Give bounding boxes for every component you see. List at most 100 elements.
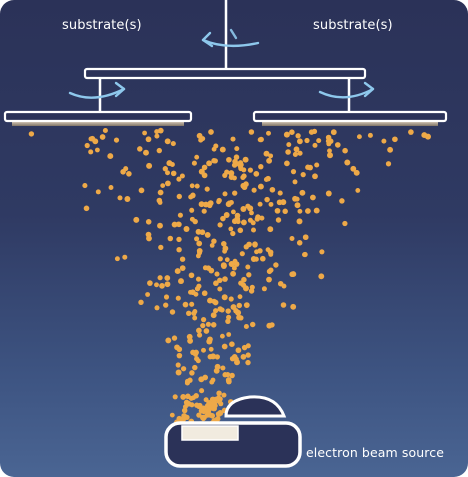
particle: [268, 201, 274, 207]
particle: [267, 226, 274, 233]
particle: [247, 205, 254, 212]
particle: [240, 174, 246, 180]
particle: [207, 200, 214, 206]
particle: [207, 297, 213, 304]
particle: [284, 160, 290, 167]
particle: [264, 196, 270, 203]
particle: [193, 349, 199, 356]
particle: [277, 190, 283, 196]
particle: [120, 169, 126, 175]
particle: [238, 280, 244, 286]
particle: [213, 280, 219, 287]
particle: [238, 315, 244, 321]
particle: [226, 156, 232, 163]
particle: [154, 305, 160, 311]
particle: [228, 261, 235, 267]
particle: [392, 136, 398, 143]
particle: [228, 296, 234, 302]
particle: [257, 248, 263, 254]
particle: [209, 242, 215, 248]
particle: [162, 166, 168, 172]
particle: [222, 191, 228, 197]
particle: [179, 256, 186, 262]
planetary-crossbar: [83, 67, 367, 80]
particle: [266, 157, 273, 164]
particle: [191, 160, 197, 166]
particle: [156, 147, 162, 154]
particle: [198, 137, 204, 143]
particle: [170, 170, 177, 177]
particle: [210, 312, 217, 319]
particle: [356, 134, 362, 140]
particle: [241, 184, 248, 191]
particle: [312, 173, 318, 180]
particle: [175, 362, 181, 368]
particle: [218, 401, 224, 407]
particle: [268, 267, 274, 273]
particle: [154, 282, 159, 288]
particle: [195, 276, 202, 282]
particle: [230, 270, 237, 277]
particle: [257, 201, 263, 207]
particle: [196, 283, 202, 289]
particle: [207, 412, 213, 418]
particle: [221, 294, 228, 301]
particle: [342, 147, 348, 154]
particle: [425, 133, 431, 140]
particle: [325, 190, 332, 197]
particle: [230, 136, 236, 142]
particle: [261, 286, 267, 292]
rotation-arrow-icon: [68, 81, 126, 99]
particle: [224, 169, 230, 175]
particle: [231, 265, 237, 271]
particle: [143, 149, 149, 156]
particle: [319, 249, 325, 255]
particle: [156, 197, 163, 204]
particle: [367, 132, 373, 138]
particle: [249, 321, 256, 328]
particle: [249, 284, 255, 290]
particle: [133, 216, 140, 223]
particle: [88, 136, 94, 142]
particle: [229, 341, 235, 348]
particle: [206, 338, 213, 345]
particle: [294, 202, 301, 209]
particle: [330, 129, 337, 136]
substrate-label-left: substrate(s): [62, 18, 142, 33]
particle: [216, 199, 222, 205]
right-substrate-holder: [252, 110, 448, 123]
particle: [169, 412, 175, 418]
particle: [157, 275, 163, 281]
particle: [214, 271, 220, 277]
particle: [220, 262, 227, 269]
particle: [177, 212, 183, 218]
particle: [83, 205, 90, 212]
particle: [302, 251, 308, 258]
particle: [198, 201, 205, 208]
particle: [176, 247, 182, 253]
particle: [196, 404, 202, 410]
particle: [295, 133, 301, 139]
particle: [176, 236, 182, 243]
particle: [160, 183, 166, 189]
particle: [187, 377, 193, 383]
particle: [179, 265, 186, 271]
particle: [194, 356, 200, 362]
particle: [171, 221, 178, 228]
particle: [220, 365, 226, 371]
particle: [231, 162, 238, 168]
particle: [304, 137, 310, 144]
particle: [226, 314, 232, 320]
particle: [232, 175, 237, 181]
particle: [234, 359, 240, 366]
particle: [211, 298, 217, 304]
particle: [250, 256, 257, 262]
particle: [268, 153, 274, 159]
particle: [318, 273, 325, 280]
particle: [296, 218, 303, 225]
particle: [192, 309, 198, 314]
particle: [196, 327, 202, 334]
particle: [241, 167, 247, 173]
particle: [126, 171, 132, 177]
particle: [225, 372, 231, 378]
